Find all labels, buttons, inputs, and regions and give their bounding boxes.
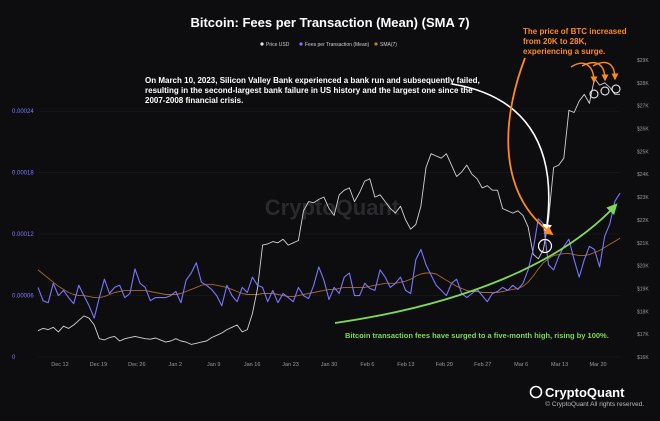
btc-peak-circle-3 xyxy=(611,84,621,94)
left-axis: 0 0.00006 0.00012 0.00018 0.00024 xyxy=(12,109,34,361)
left-tick-label: 0.00012 xyxy=(12,232,34,238)
btc-arrow-1 xyxy=(570,62,598,84)
watermark: CryptoQuant xyxy=(265,195,400,220)
right-tick-label: $19K xyxy=(637,286,649,292)
btc-arrow-main xyxy=(507,57,554,236)
fees-series xyxy=(37,192,621,319)
svb-highlight-circle xyxy=(537,238,553,254)
btc-peak-circle-1 xyxy=(589,89,599,99)
x-tick-label: Mar 13 xyxy=(551,362,568,368)
right-tick-label: $18K xyxy=(637,309,649,315)
x-tick-label: Dec 12 xyxy=(51,362,68,368)
x-tick-label: Jan 9 xyxy=(207,362,220,368)
x-tick-label: Mar 6 xyxy=(514,362,528,368)
chart-title: Bitcoin: Fees per Transaction (Mean) (SM… xyxy=(190,15,469,30)
x-tick-label: Mar 20 xyxy=(589,362,606,368)
btc-peak-circle-2 xyxy=(600,86,610,96)
legend-marker-price xyxy=(260,42,264,46)
annotation-svb-line-2: resulting in the second-largest bank fai… xyxy=(145,86,473,95)
x-tick-label: Feb 27 xyxy=(474,362,491,368)
btc-arrow-2 xyxy=(581,62,609,82)
sma-series xyxy=(37,237,621,299)
series-line-sma-7 xyxy=(37,237,621,299)
legend-marker-sma xyxy=(374,42,378,46)
x-tick-label: Dec 19 xyxy=(90,362,107,368)
legend: Price USD Fees per Transaction (Mean) SM… xyxy=(260,42,397,48)
x-tick-label: Feb 13 xyxy=(397,362,414,368)
legend-marker-fees xyxy=(299,42,303,46)
right-tick-label: $27K xyxy=(637,104,649,110)
brand-logo-icon xyxy=(529,385,543,399)
right-tick-label: $22K xyxy=(637,218,649,224)
right-tick-label: $29K xyxy=(637,58,649,64)
fees-arrow xyxy=(334,203,618,324)
right-tick-label: $20K xyxy=(637,264,649,270)
x-tick-label: Feb 6 xyxy=(360,362,374,368)
series-line-price-usd xyxy=(37,77,620,345)
x-tick-label: Dec 26 xyxy=(128,362,145,368)
right-tick-label: $17K xyxy=(637,332,649,338)
annotation-fees: Bitcoin transaction fees have surged to … xyxy=(345,331,609,340)
price-series xyxy=(37,77,620,345)
copyright: © CryptoQuant All rights reserved. xyxy=(545,400,644,408)
x-tick-label: Jan 23 xyxy=(282,362,299,368)
x-tick-label: Jan 2 xyxy=(169,362,182,368)
x-tick-label: Jan 30 xyxy=(321,362,338,368)
legend-label-price: Price USD xyxy=(266,42,290,48)
annotation-btc-line-2: from 20K to 28K, xyxy=(523,37,587,46)
brand-name: CryptoQuant xyxy=(545,385,625,400)
x-tick-label: Feb 20 xyxy=(436,362,453,368)
legend-label-fees: Fees per Transaction (Mean) xyxy=(305,42,370,48)
legend-label-sma: SMA(7) xyxy=(380,42,397,48)
gridlines xyxy=(38,110,620,358)
x-axis: Dec 12 Dec 19 Dec 26 Jan 2 Jan 9 Jan 16 Jan 23… xyxy=(51,362,606,368)
annotation-btc-line-1: The price of BTC increased xyxy=(523,27,627,36)
annotation-svb-line-3: 2007-2008 financial crisis. xyxy=(145,96,243,105)
annotation-btc-line-3: experiencing a surge. xyxy=(523,47,605,56)
right-tick-label: $21K xyxy=(637,241,649,247)
svb-arrow xyxy=(451,83,552,234)
x-tick-label: Jan 16 xyxy=(244,362,261,368)
left-tick-label: 0 xyxy=(12,355,16,361)
left-tick-label: 0.00024 xyxy=(12,109,34,115)
right-axis: $16K $17K $18K $19K $20K $21K $22K $23K $24K $25K… xyxy=(637,58,649,361)
btc-arrow-3 xyxy=(592,61,619,81)
right-tick-label: $28K xyxy=(637,81,649,87)
right-tick-label: $25K xyxy=(637,149,649,155)
left-tick-label: 0.00006 xyxy=(12,294,34,300)
annotation-svb-line-1: On March 10, 2023, Silicon Valley Bank e… xyxy=(145,76,480,85)
right-tick-label: $26K xyxy=(637,127,649,133)
right-tick-label: $23K xyxy=(637,195,649,201)
right-tick-label: $24K xyxy=(637,172,649,178)
series-line-fees-per-transaction-mean xyxy=(37,192,621,319)
left-tick-label: 0.00018 xyxy=(12,171,34,177)
right-tick-label: $16K xyxy=(637,355,649,361)
brand-logo: CryptoQuant xyxy=(529,385,625,400)
